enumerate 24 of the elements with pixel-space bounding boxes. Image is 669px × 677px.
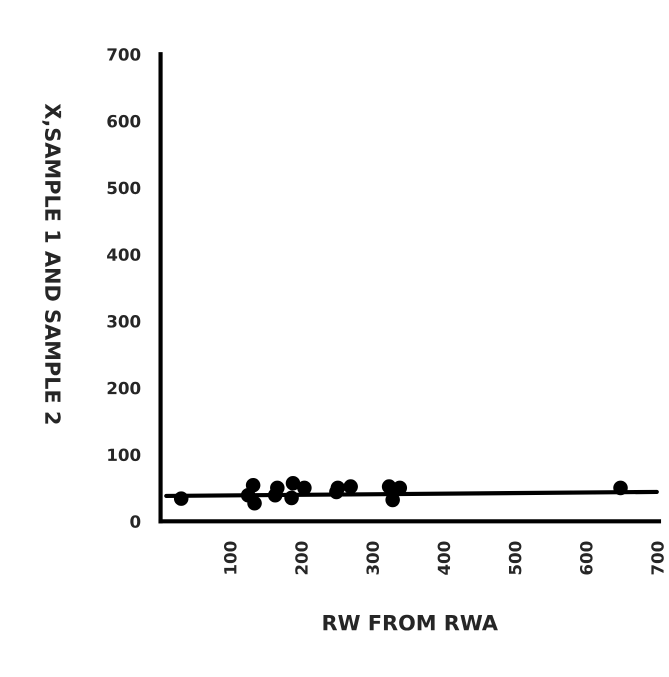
x-tick-label: 700 xyxy=(651,542,664,574)
x-tick-label: 500 xyxy=(508,542,522,574)
x-tick-label: 200 xyxy=(295,542,308,574)
x-tick-label: 100 xyxy=(224,542,237,574)
y-tick-label: 100 xyxy=(108,448,140,462)
point xyxy=(247,496,262,511)
y-tick-label: 200 xyxy=(108,382,140,394)
y-tick-label: 600 xyxy=(107,114,140,128)
point xyxy=(268,488,282,503)
y-tick-label: 400 xyxy=(107,248,140,261)
point xyxy=(174,491,188,506)
x-tick-label: 400 xyxy=(438,542,450,575)
x-tick-label: 600 xyxy=(580,542,593,574)
x-axis-title: RW FROM RWA xyxy=(323,614,498,631)
y-tick-label: 700 xyxy=(107,48,140,61)
point xyxy=(284,490,299,506)
y-tick-label: 0 xyxy=(130,515,140,528)
y-tick-label: 500 xyxy=(108,182,140,194)
y-tick-label: 300 xyxy=(107,315,140,328)
x-tick-label: 300 xyxy=(366,542,379,574)
y-axis-title: X̄,SAMPLE 1 AND SAMPLE 2 xyxy=(42,104,62,424)
point xyxy=(343,479,358,494)
point xyxy=(286,476,300,491)
point xyxy=(613,480,628,496)
